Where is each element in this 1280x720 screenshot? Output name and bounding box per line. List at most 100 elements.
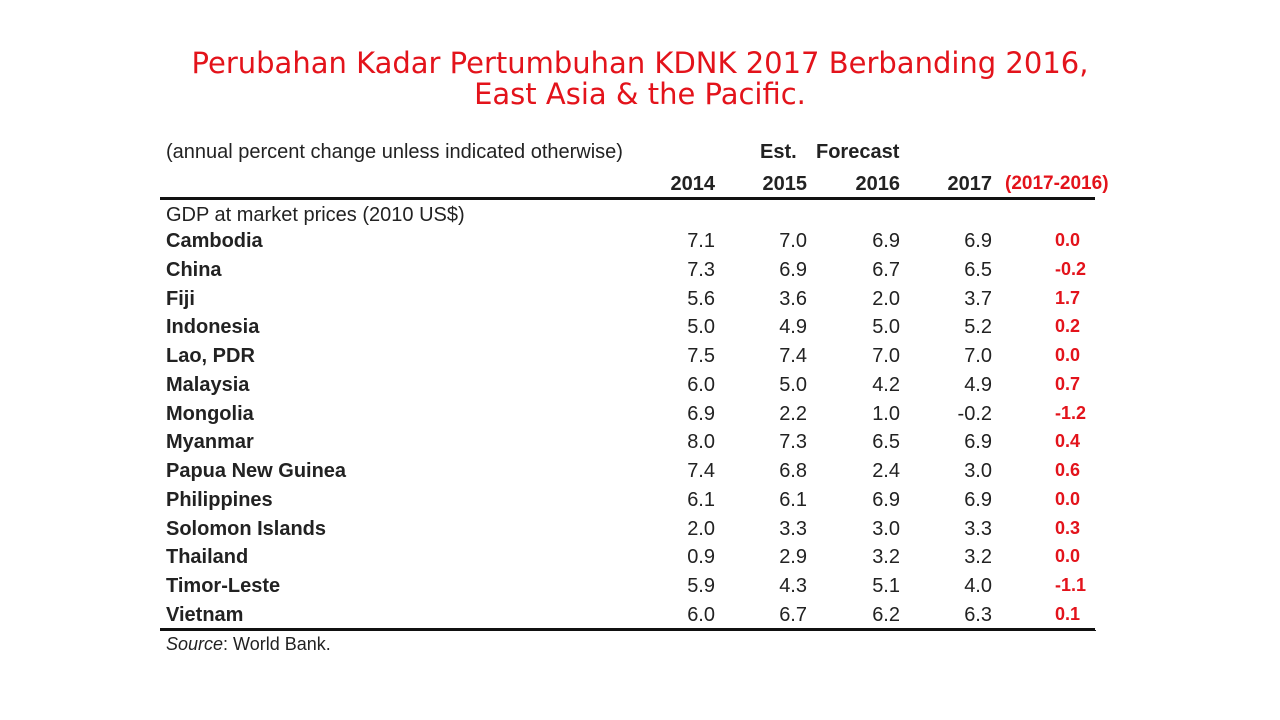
difference-value: 0.4 <box>1055 431 1081 452</box>
value-2017: 4.0 <box>964 575 992 597</box>
source-text: : World Bank. <box>223 634 331 654</box>
value-2016: 2.4 <box>872 460 900 482</box>
value-2014: 5.9 <box>687 575 715 597</box>
value-2017: 5.2 <box>964 316 992 339</box>
country-name: Mongolia <box>166 402 254 425</box>
value-2015: 2.2 <box>779 402 807 425</box>
value-2016: 6.7 <box>872 258 900 281</box>
value-2016: 5.0 <box>872 316 900 339</box>
value-2017: 6.5 <box>964 258 992 281</box>
country-name: Cambodia <box>166 230 263 252</box>
table-row: Cambodia 7.1 7.0 6.9 6.9 0.0 <box>0 228 1280 257</box>
country-name: Timor-Leste <box>166 575 281 597</box>
bottom-rule <box>160 628 1095 631</box>
header-est: Est. <box>760 141 797 163</box>
value-2016: 7.0 <box>872 345 900 367</box>
table-body: Cambodia 7.1 7.0 6.9 6.9 0.0 China 7.3 6.9 6.7 6.5… <box>0 228 1280 631</box>
value-2017: 4.9 <box>964 373 992 396</box>
value-2017: 6.9 <box>964 230 992 252</box>
value-2017: 3.7 <box>964 287 992 310</box>
country-name: Philippines <box>166 488 273 511</box>
difference-value: 1.7 <box>1055 287 1081 308</box>
country-name: Thailand <box>166 546 249 569</box>
value-2017: -0.2 <box>957 402 992 425</box>
difference-value: 0.2 <box>1055 316 1081 337</box>
value-2014: 7.4 <box>687 460 715 482</box>
value-2017: 3.2 <box>964 546 992 569</box>
value-2016: 1.0 <box>872 402 900 425</box>
table-row: Indonesia 5.0 4.9 5.0 5.2 0.2 <box>0 314 1280 343</box>
difference-value: -1.1 <box>1055 575 1087 595</box>
value-2015: 6.8 <box>779 460 807 482</box>
value-2014: 8.0 <box>687 431 715 454</box>
difference-column-rule <box>1038 630 1096 631</box>
table-row: Solomon Islands 2.0 3.3 3.0 3.3 0.3 <box>0 516 1280 545</box>
country-name: Vietnam <box>166 603 244 626</box>
country-name: Indonesia <box>166 316 260 339</box>
title-line-2: East Asia & the Pacific. <box>474 77 806 111</box>
country-name: Myanmar <box>166 431 254 454</box>
value-2016: 6.2 <box>872 603 900 626</box>
table-row: Vietnam 6.0 6.7 6.2 6.3 0.1 <box>0 602 1280 631</box>
difference-value: 0.3 <box>1055 517 1081 538</box>
value-2014: 6.9 <box>687 402 715 425</box>
difference-value: -1.2 <box>1055 402 1087 423</box>
value-2017: 3.3 <box>964 517 992 540</box>
table-row: Lao, PDR 7.5 7.4 7.0 7.0 0.0 <box>0 343 1280 372</box>
value-2015: 6.1 <box>779 488 807 511</box>
table-row: Fiji 5.6 3.6 2.0 3.7 1.7 <box>0 286 1280 315</box>
table-row: Papua New Guinea 7.4 6.8 2.4 3.0 0.6 <box>0 458 1280 487</box>
value-2016: 3.2 <box>872 546 900 569</box>
source-label: Source <box>166 634 224 654</box>
value-2015: 6.9 <box>779 258 807 281</box>
header-rule <box>160 197 1095 200</box>
value-2016: 4.2 <box>872 373 900 396</box>
value-2015: 3.6 <box>779 287 807 310</box>
value-2014: 2.0 <box>687 517 715 540</box>
value-2017: 6.3 <box>964 603 992 626</box>
value-2016: 6.9 <box>872 488 900 511</box>
value-2017: 6.9 <box>964 431 992 454</box>
header-forecast: Forecast <box>816 141 900 163</box>
difference-value: 0.0 <box>1055 488 1081 509</box>
value-2015: 7.0 <box>779 230 807 252</box>
value-2014: 7.1 <box>687 230 715 252</box>
value-2015: 6.7 <box>779 603 807 626</box>
difference-value: 0.6 <box>1055 460 1081 480</box>
difference-header: (2017-2016) <box>1005 173 1109 194</box>
value-2014: 7.5 <box>687 345 715 367</box>
table-subtitle: (annual percent change unless indicated … <box>166 141 623 163</box>
value-2016: 6.5 <box>872 431 900 454</box>
year-header-2014: 2014 <box>670 173 716 195</box>
year-header-2017: 2017 <box>947 173 993 195</box>
value-2015: 3.3 <box>779 517 807 540</box>
table-row: China 7.3 6.9 6.7 6.5 -0.2 <box>0 257 1280 286</box>
value-2015: 5.0 <box>779 373 807 396</box>
table-row: Philippines 6.1 6.1 6.9 6.9 0.0 <box>0 487 1280 516</box>
value-2016: 2.0 <box>872 287 900 310</box>
country-name: Malaysia <box>166 373 250 396</box>
value-2016: 5.1 <box>872 575 900 597</box>
difference-value: -0.2 <box>1055 258 1087 279</box>
section-label: GDP at market prices (2010 US$) <box>166 204 465 226</box>
country-name: Solomon Islands <box>166 517 327 540</box>
value-2016: 6.9 <box>872 230 900 252</box>
difference-value: 0.0 <box>1055 345 1081 365</box>
value-2015: 7.3 <box>779 431 807 454</box>
value-2015: 4.9 <box>779 316 807 339</box>
value-2014: 6.0 <box>687 373 715 396</box>
year-header-2015: 2015 <box>762 173 808 195</box>
value-2014: 0.9 <box>687 546 715 569</box>
difference-value: 0.0 <box>1055 230 1081 250</box>
value-2016: 3.0 <box>872 517 900 540</box>
value-2015: 7.4 <box>779 345 807 367</box>
value-2015: 4.3 <box>779 575 807 597</box>
value-2017: 7.0 <box>964 345 992 367</box>
value-2015: 2.9 <box>779 546 807 569</box>
table-row: Thailand 0.9 2.9 3.2 3.2 0.0 <box>0 544 1280 573</box>
value-2014: 6.1 <box>687 488 715 511</box>
year-header-2016: 2016 <box>855 173 901 195</box>
country-name: Lao, PDR <box>166 345 255 367</box>
difference-value: 0.0 <box>1055 546 1081 567</box>
value-2014: 5.0 <box>687 316 715 339</box>
